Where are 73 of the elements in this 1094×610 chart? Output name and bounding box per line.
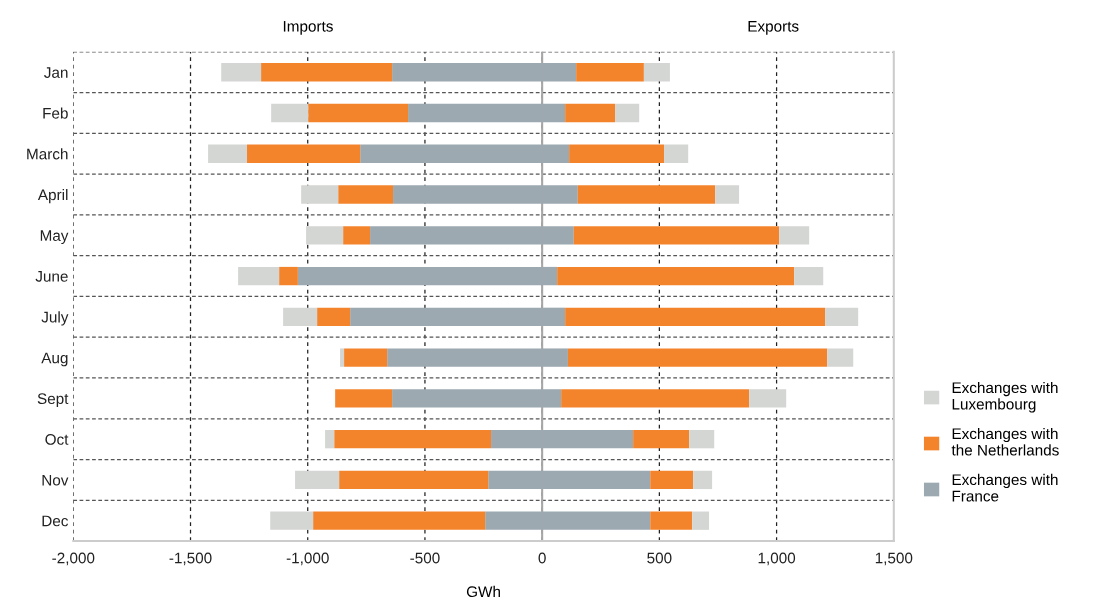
text: Exports — [748, 21, 799, 35]
bar — [270, 511, 314, 530]
text: Imports — [283, 21, 333, 35]
y-tick-label: Aug — [41, 352, 68, 367]
x-tick-label: 500 — [647, 552, 672, 564]
bar — [693, 470, 713, 490]
bar — [561, 389, 750, 408]
bar — [343, 226, 371, 245]
bar — [749, 389, 787, 408]
bar — [325, 429, 335, 449]
bar — [313, 511, 486, 530]
x-tick-label: -1,000 — [286, 552, 329, 566]
bar — [715, 185, 740, 204]
bar — [271, 103, 309, 123]
bar — [283, 307, 318, 327]
bar — [825, 307, 859, 327]
x-tick-label: -1,500 — [169, 552, 212, 566]
bar — [238, 266, 280, 286]
bar — [295, 470, 340, 490]
x-tick-label: -500 — [410, 552, 440, 564]
bar — [615, 103, 640, 123]
bar — [827, 348, 854, 367]
y-tick-label: Oct — [45, 434, 69, 445]
bar — [650, 470, 694, 490]
x-tick-label: 0 — [538, 552, 546, 564]
y-tick-label: Nov — [42, 474, 69, 486]
bar — [306, 226, 344, 245]
bar — [221, 63, 262, 82]
bar — [573, 226, 780, 245]
x-tick-label: -2,000 — [52, 552, 95, 566]
y-tick-label: June — [35, 271, 68, 282]
bar — [692, 511, 710, 530]
bar — [344, 348, 388, 367]
bar — [317, 307, 351, 327]
bar — [576, 63, 644, 82]
x-tick-label: 1,000 — [758, 552, 796, 566]
y-tick-label: Feb — [43, 107, 68, 119]
bar — [689, 429, 715, 449]
y-tick-label: Jan — [44, 67, 68, 78]
bar — [565, 103, 616, 123]
bar — [340, 348, 345, 367]
legend-label: Exchanges with the Netherlands — [951, 427, 1059, 456]
bar — [569, 144, 665, 163]
bar — [279, 266, 298, 286]
bar — [308, 103, 409, 123]
legend-label: Exchanges with Luxembourg — [952, 381, 1058, 413]
bar — [338, 185, 394, 204]
y-tick-label: April — [37, 189, 68, 204]
bar — [794, 266, 824, 286]
x-axis-title: GWh — [466, 585, 500, 598]
bar — [567, 348, 828, 367]
bar — [335, 389, 393, 408]
y-tick-label: July — [41, 311, 69, 326]
bar — [633, 429, 690, 449]
bar — [664, 144, 689, 163]
bar — [334, 429, 492, 449]
bar — [577, 185, 716, 204]
y-tick-label: March — [27, 148, 68, 160]
bar — [339, 470, 489, 490]
legend-label: Exchanges with France — [952, 473, 1058, 502]
bar — [261, 63, 393, 82]
bar — [779, 226, 810, 245]
x-tick-label: 1,500 — [875, 552, 913, 566]
bar — [650, 511, 693, 530]
bar — [301, 185, 339, 204]
bar — [557, 266, 795, 286]
y-tick-label: Sept — [37, 393, 69, 408]
bar — [247, 144, 361, 163]
bar — [208, 144, 248, 163]
bar — [643, 63, 670, 82]
bar — [565, 307, 826, 327]
y-tick-label: Dec — [42, 515, 69, 527]
y-tick-label: May — [40, 230, 69, 245]
